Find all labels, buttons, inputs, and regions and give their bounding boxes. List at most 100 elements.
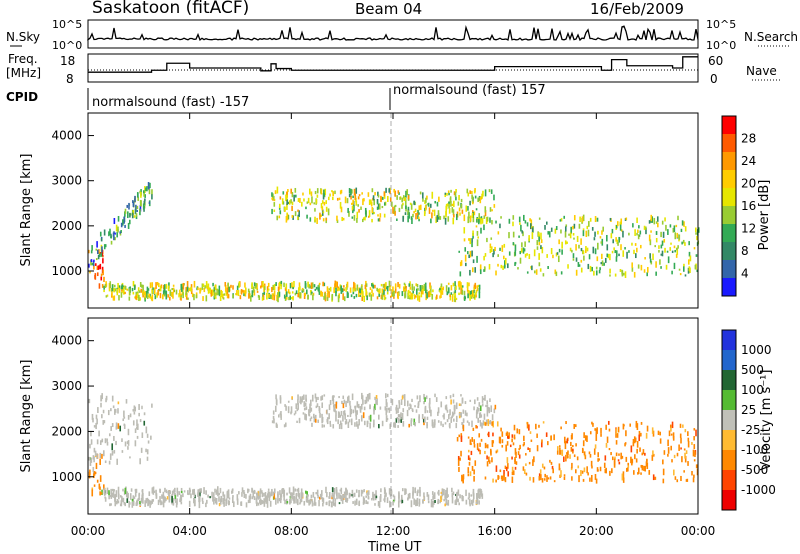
heatmap-cell xyxy=(219,487,222,494)
heatmap-cell xyxy=(470,290,473,295)
heatmap-cell xyxy=(122,285,125,289)
heatmap-cell xyxy=(282,488,285,494)
heatmap-cell xyxy=(681,456,683,463)
heatmap-cell xyxy=(319,496,321,500)
heatmap-cell xyxy=(458,250,461,253)
heatmap-cell xyxy=(607,253,610,259)
heatmap-cell xyxy=(259,490,262,494)
heatmap-cell xyxy=(355,414,358,420)
heatmap-cell xyxy=(403,282,406,286)
heatmap-cell xyxy=(526,271,529,274)
heatmap-cell xyxy=(419,395,421,403)
heatmap-cell xyxy=(152,499,154,502)
heatmap-cell xyxy=(147,291,149,294)
heatmap-cell xyxy=(353,214,356,221)
heatmap-cell xyxy=(458,502,460,506)
heatmap-cell xyxy=(512,442,515,446)
heatmap-cell xyxy=(265,499,268,504)
heatmap-cell xyxy=(419,285,422,292)
heatmap-cell xyxy=(674,476,677,480)
heatmap-cell xyxy=(486,409,489,417)
heatmap-cell xyxy=(93,259,95,263)
heatmap-cell xyxy=(496,421,499,427)
heatmap-cell xyxy=(491,440,494,445)
heatmap-cell xyxy=(99,458,101,465)
heatmap-cell xyxy=(364,399,367,405)
heatmap-cell xyxy=(574,424,577,428)
heatmap-cell xyxy=(134,208,137,215)
heatmap-cell xyxy=(267,288,270,291)
heatmap-cell xyxy=(595,478,598,484)
heatmap-cell xyxy=(465,205,468,212)
heatmap-cell xyxy=(99,486,101,491)
heatmap-cell xyxy=(144,296,146,300)
heatmap-cell xyxy=(301,396,303,403)
heatmap-cell xyxy=(109,228,111,236)
heatmap-cell xyxy=(368,210,371,217)
heatmap-cell xyxy=(348,188,351,194)
heatmap-cell xyxy=(594,473,597,480)
heatmap-cell xyxy=(202,500,204,504)
heatmap-cell xyxy=(423,284,426,287)
heatmap-cell xyxy=(276,424,278,428)
heatmap-cell xyxy=(463,295,466,301)
colorbar-swatch xyxy=(722,470,736,491)
heatmap-cell xyxy=(514,244,517,251)
heatmap-cell xyxy=(145,290,148,298)
heatmap-cell xyxy=(476,493,478,500)
heatmap-cell xyxy=(692,449,695,457)
heatmap-cell xyxy=(91,489,94,497)
heatmap-cell xyxy=(619,224,622,231)
heatmap-cell xyxy=(500,264,503,269)
colorbar-swatch xyxy=(722,134,736,153)
heatmap-cell xyxy=(351,216,354,219)
heatmap-cell xyxy=(97,254,100,260)
heatmap-cell xyxy=(352,199,354,205)
heatmap-cell xyxy=(280,284,282,290)
heatmap-cell xyxy=(397,414,400,418)
heatmap-cell xyxy=(514,459,516,465)
heatmap-cell xyxy=(673,469,675,476)
heatmap-cell xyxy=(356,421,358,427)
heatmap-cell xyxy=(376,206,379,210)
heatmap-cell xyxy=(355,200,358,206)
heatmap-cell xyxy=(292,486,295,493)
heatmap-cell xyxy=(427,500,430,504)
heatmap-cell xyxy=(110,494,113,499)
heatmap-cell xyxy=(151,282,154,288)
heatmap-cell xyxy=(503,243,506,248)
heatmap-cell xyxy=(377,218,380,222)
heatmap-cell xyxy=(195,294,198,299)
heatmap-cell xyxy=(625,456,628,462)
heatmap-cell xyxy=(627,465,630,468)
heatmap-cell xyxy=(633,271,636,278)
heatmap-cell xyxy=(622,423,625,430)
heatmap-cell xyxy=(346,498,348,503)
heatmap-cell xyxy=(426,422,428,429)
heatmap-cell xyxy=(386,393,389,398)
heatmap-cell xyxy=(291,291,294,294)
heatmap-cell xyxy=(244,289,247,297)
heatmap-cell xyxy=(434,393,436,398)
heatmap-cell xyxy=(96,453,98,459)
heatmap-cell xyxy=(326,293,329,300)
heatmap-cell xyxy=(501,445,504,448)
heatmap-cell xyxy=(455,498,457,503)
heatmap-cell xyxy=(681,220,684,226)
heatmap-cell xyxy=(268,293,270,298)
heatmap-cell xyxy=(460,260,463,266)
heatmap-cell xyxy=(430,499,433,503)
heatmap-cell xyxy=(100,252,103,257)
heatmap-cell xyxy=(424,200,426,205)
heatmap-cell xyxy=(541,246,544,254)
heatmap-cell xyxy=(310,494,313,499)
heatmap-cell xyxy=(683,266,685,272)
heatmap-cell xyxy=(616,221,619,227)
heatmap-cell xyxy=(106,438,108,442)
heatmap-cell xyxy=(674,249,676,253)
heatmap-cell xyxy=(134,406,137,412)
heatmap-cell xyxy=(352,210,354,214)
heatmap-cell xyxy=(356,401,359,408)
heatmap-cell xyxy=(207,494,209,498)
